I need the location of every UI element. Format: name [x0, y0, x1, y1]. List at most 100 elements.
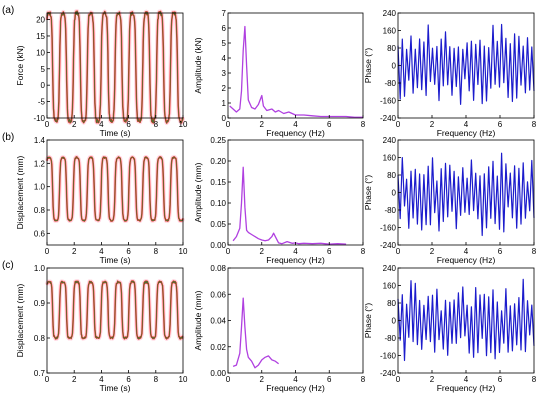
x-tick-label: 4	[464, 247, 469, 256]
y-tick-label: 80	[387, 44, 396, 53]
x-tick-label: 6	[498, 120, 503, 129]
plot-frame	[227, 12, 364, 119]
plot-frame	[46, 139, 184, 246]
x-axis-label: Frequency (Hz)	[266, 128, 325, 138]
y-tick-label: 0.08	[210, 264, 226, 273]
y-axis-label: Displacement (mm)	[15, 283, 25, 357]
chart-c-time: 0 2 4 6 8 10 0.7 0.8 0.9 1.0 Time (s) Displacement …	[15, 264, 188, 393]
y-tick-label: 160	[383, 27, 397, 36]
plot-frame	[46, 12, 184, 119]
series-amplitude	[232, 297, 280, 369]
y-tick-label: 0	[392, 62, 397, 71]
y-tick-label: 240	[383, 136, 397, 145]
y-tick-label: -160	[380, 97, 397, 106]
x-tick-label: 4	[99, 247, 104, 256]
y-axis-label: Phase (°)	[363, 48, 373, 84]
x-tick-label: 0	[226, 375, 231, 384]
y-tick-label: 1.0	[34, 264, 46, 273]
y-tick-label: 10	[36, 48, 45, 57]
y-tick-label: 0	[392, 317, 397, 326]
x-tick-label: 0	[396, 375, 401, 384]
x-tick-label: 0	[396, 247, 401, 256]
y-tick-label: 3	[222, 69, 227, 78]
x-tick-label: 2	[260, 375, 265, 384]
series-phase	[397, 278, 535, 362]
chart-b-amp: 0 2 4 6 8 0.00 0.05 0.10 0.15 0.20 0.25 Frequency (…	[193, 136, 366, 265]
y-tick-label: 240	[383, 9, 397, 18]
y-tick-label: 0.00	[210, 369, 226, 378]
x-tick-label: 4	[464, 120, 469, 129]
y-tick-label: 0	[41, 81, 46, 90]
x-tick-label: 8	[532, 247, 537, 256]
x-axis-label: Time (s)	[100, 128, 131, 138]
y-axis-label: Amplitude (kN)	[193, 37, 203, 93]
series-amplitude	[232, 166, 347, 245]
series-filtered	[46, 280, 184, 340]
x-axis-label: Frequency (Hz)	[437, 128, 496, 138]
x-axis-label: Frequency (Hz)	[437, 255, 496, 265]
y-tick-label: -10	[33, 114, 45, 123]
y-tick-label: 5	[41, 65, 46, 74]
y-tick-label: 2	[222, 84, 227, 93]
y-tick-label: -80	[384, 206, 396, 215]
x-tick-label: 2	[72, 375, 77, 384]
x-tick-label: 8	[532, 375, 537, 384]
chart-b-time: 0 2 4 6 8 10 0.6 0.8 1.0 1.2 1.4 Time (s) Displaceme…	[15, 136, 188, 265]
x-tick-label: 8	[154, 120, 159, 129]
panel-label-c: (c)	[2, 260, 14, 271]
x-tick-label: 4	[293, 247, 298, 256]
x-tick-label: 10	[179, 247, 188, 256]
y-tick-label: 80	[387, 299, 396, 308]
y-axis-label: Displacement (mm)	[15, 155, 25, 229]
y-tick-label: -80	[384, 79, 396, 88]
x-tick-label: 2	[72, 120, 77, 129]
y-tick-label: 0.8	[34, 334, 46, 343]
x-tick-label: 0	[45, 120, 50, 129]
y-tick-label: 0.9	[34, 299, 46, 308]
series-filtered	[46, 156, 184, 222]
x-tick-label: 6	[327, 247, 332, 256]
chart-a-amp: 0 2 4 6 8 0 1 2 3 4 5 6 7 Frequency (Hz) Amplitude (kN…	[193, 9, 366, 138]
y-tick-label: 80	[387, 171, 396, 180]
x-tick-label: 8	[361, 120, 366, 129]
y-tick-label: -5	[38, 98, 46, 107]
x-tick-label: 4	[293, 375, 298, 384]
y-tick-label: 0.25	[210, 136, 226, 145]
x-tick-label: 2	[72, 247, 77, 256]
y-axis-label: Phase (°)	[363, 175, 373, 211]
y-tick-label: 1.0	[34, 183, 46, 192]
y-axis-label: Phase (°)	[363, 303, 373, 339]
y-axis-label: Force (kN)	[15, 45, 25, 85]
series-amplitude	[229, 25, 363, 118]
y-tick-label: 15	[36, 32, 45, 41]
y-tick-label: -240	[380, 114, 397, 123]
x-tick-label: 0	[45, 375, 50, 384]
x-tick-label: 4	[464, 375, 469, 384]
y-tick-label: 7	[222, 9, 227, 18]
plot-frame	[46, 267, 184, 374]
y-axis-label: Amplitude (mm)	[193, 162, 203, 222]
x-tick-label: 6	[327, 120, 332, 129]
panel-label-a: (a)	[2, 5, 14, 16]
y-tick-label: 1.2	[34, 159, 46, 168]
y-tick-label: -240	[380, 241, 397, 250]
chart-a-time: 0 2 4 6 8 10 -10 -5 0 5 10 15 20 Time (s) Force (kN)	[15, 9, 188, 138]
x-tick-label: 6	[126, 120, 131, 129]
y-tick-label: 0.20	[210, 157, 226, 166]
chart-b-phase: 0 2 4 6 8 -240 -160 -80 0 80 160 240 Frequency (Hz) P…	[363, 136, 537, 265]
x-axis-label: Frequency (Hz)	[266, 255, 325, 265]
y-tick-label: -160	[380, 352, 397, 361]
chart-c-phase: 0 2 4 6 8 -240 -160 -80 0 80 160 240 Frequency (Hz) P…	[363, 264, 537, 393]
x-tick-label: 2	[430, 247, 435, 256]
x-tick-label: 2	[260, 247, 265, 256]
x-tick-label: 2	[430, 375, 435, 384]
x-axis-label: Frequency (Hz)	[437, 383, 496, 393]
x-tick-label: 6	[327, 375, 332, 384]
y-tick-label: -240	[380, 369, 397, 378]
x-tick-label: 6	[498, 375, 503, 384]
y-tick-label: 0.02	[210, 343, 226, 352]
y-tick-label: 0.06	[210, 290, 226, 299]
x-tick-label: 0	[396, 120, 401, 129]
series-phase	[397, 23, 535, 105]
